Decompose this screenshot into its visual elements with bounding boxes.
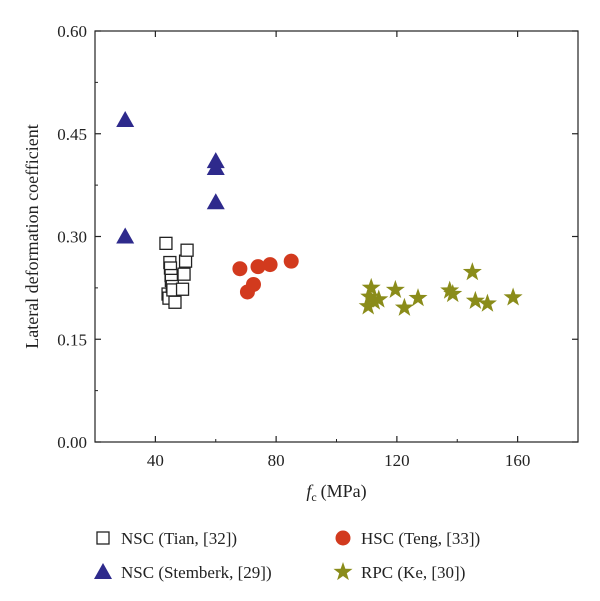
data-point bbox=[465, 290, 485, 309]
y-tick-label: 0.45 bbox=[57, 125, 87, 144]
y-tick-label: 0.60 bbox=[57, 22, 87, 41]
x-axis-title: fc (MPa) bbox=[306, 481, 366, 504]
x-tick-label: 80 bbox=[268, 451, 285, 470]
legend: NSC (Tian, [32]) NSC (Stemberk, [29]) HSC … bbox=[94, 529, 480, 582]
data-point bbox=[443, 284, 463, 303]
series-3 bbox=[358, 262, 523, 316]
legend-label: NSC (Stemberk, [29]) bbox=[121, 563, 272, 582]
legend-label: RPC (Ke, [30]) bbox=[361, 563, 465, 582]
data-point bbox=[245, 276, 261, 292]
data-points bbox=[116, 111, 523, 316]
x-axis-title-symbol: f bbox=[306, 481, 314, 501]
legend-item: NSC (Tian, [32]) bbox=[96, 529, 237, 548]
legend-marker bbox=[94, 563, 112, 579]
data-point bbox=[159, 236, 173, 251]
y-tick-label: 0.30 bbox=[57, 228, 87, 247]
data-point bbox=[408, 288, 428, 307]
data-point bbox=[168, 295, 182, 309]
series-1 bbox=[116, 111, 225, 244]
data-point bbox=[394, 297, 414, 316]
legend-item: HSC (Teng, [33]) bbox=[335, 529, 480, 548]
data-point bbox=[177, 267, 191, 281]
series-2 bbox=[232, 253, 299, 300]
legend-marker bbox=[96, 531, 110, 545]
plot-area bbox=[94, 30, 579, 443]
x-axis-title-subscript: c bbox=[311, 490, 316, 504]
data-point bbox=[178, 254, 193, 268]
data-point bbox=[462, 262, 482, 281]
data-point bbox=[385, 279, 405, 299]
x-axis-title-unit: (MPa) bbox=[321, 481, 367, 502]
legend-item: NSC (Stemberk, [29]) bbox=[94, 563, 272, 582]
x-tick-label: 40 bbox=[147, 451, 164, 470]
plot-frame bbox=[94, 30, 579, 443]
data-point bbox=[206, 159, 225, 175]
data-point bbox=[180, 243, 194, 257]
legend-label: NSC (Tian, [32]) bbox=[121, 529, 237, 548]
data-point bbox=[503, 287, 523, 306]
data-point bbox=[206, 193, 225, 210]
y-tick-label: 0.00 bbox=[57, 433, 87, 452]
data-point bbox=[232, 261, 248, 277]
legend-item: RPC (Ke, [30]) bbox=[333, 562, 465, 582]
data-point bbox=[262, 257, 278, 273]
data-point bbox=[283, 253, 299, 269]
y-axis-title: Lateral deformation coefficient bbox=[22, 124, 42, 349]
legend-marker bbox=[333, 562, 353, 581]
axes: 40 80 120 160 0.00 0.15 0.30 0.45 0.60 fc (MPa) Lat… bbox=[22, 22, 578, 504]
legend-label: HSC (Teng, [33]) bbox=[361, 529, 480, 548]
series-0 bbox=[159, 236, 194, 309]
data-point bbox=[116, 227, 135, 244]
x-tick-label: 160 bbox=[505, 451, 531, 470]
y-tick-label: 0.15 bbox=[57, 330, 87, 349]
data-point bbox=[250, 259, 266, 275]
data-point bbox=[116, 111, 135, 128]
data-point bbox=[477, 293, 497, 312]
data-point bbox=[175, 282, 190, 296]
x-tick-label: 120 bbox=[384, 451, 410, 470]
legend-marker bbox=[335, 530, 351, 546]
